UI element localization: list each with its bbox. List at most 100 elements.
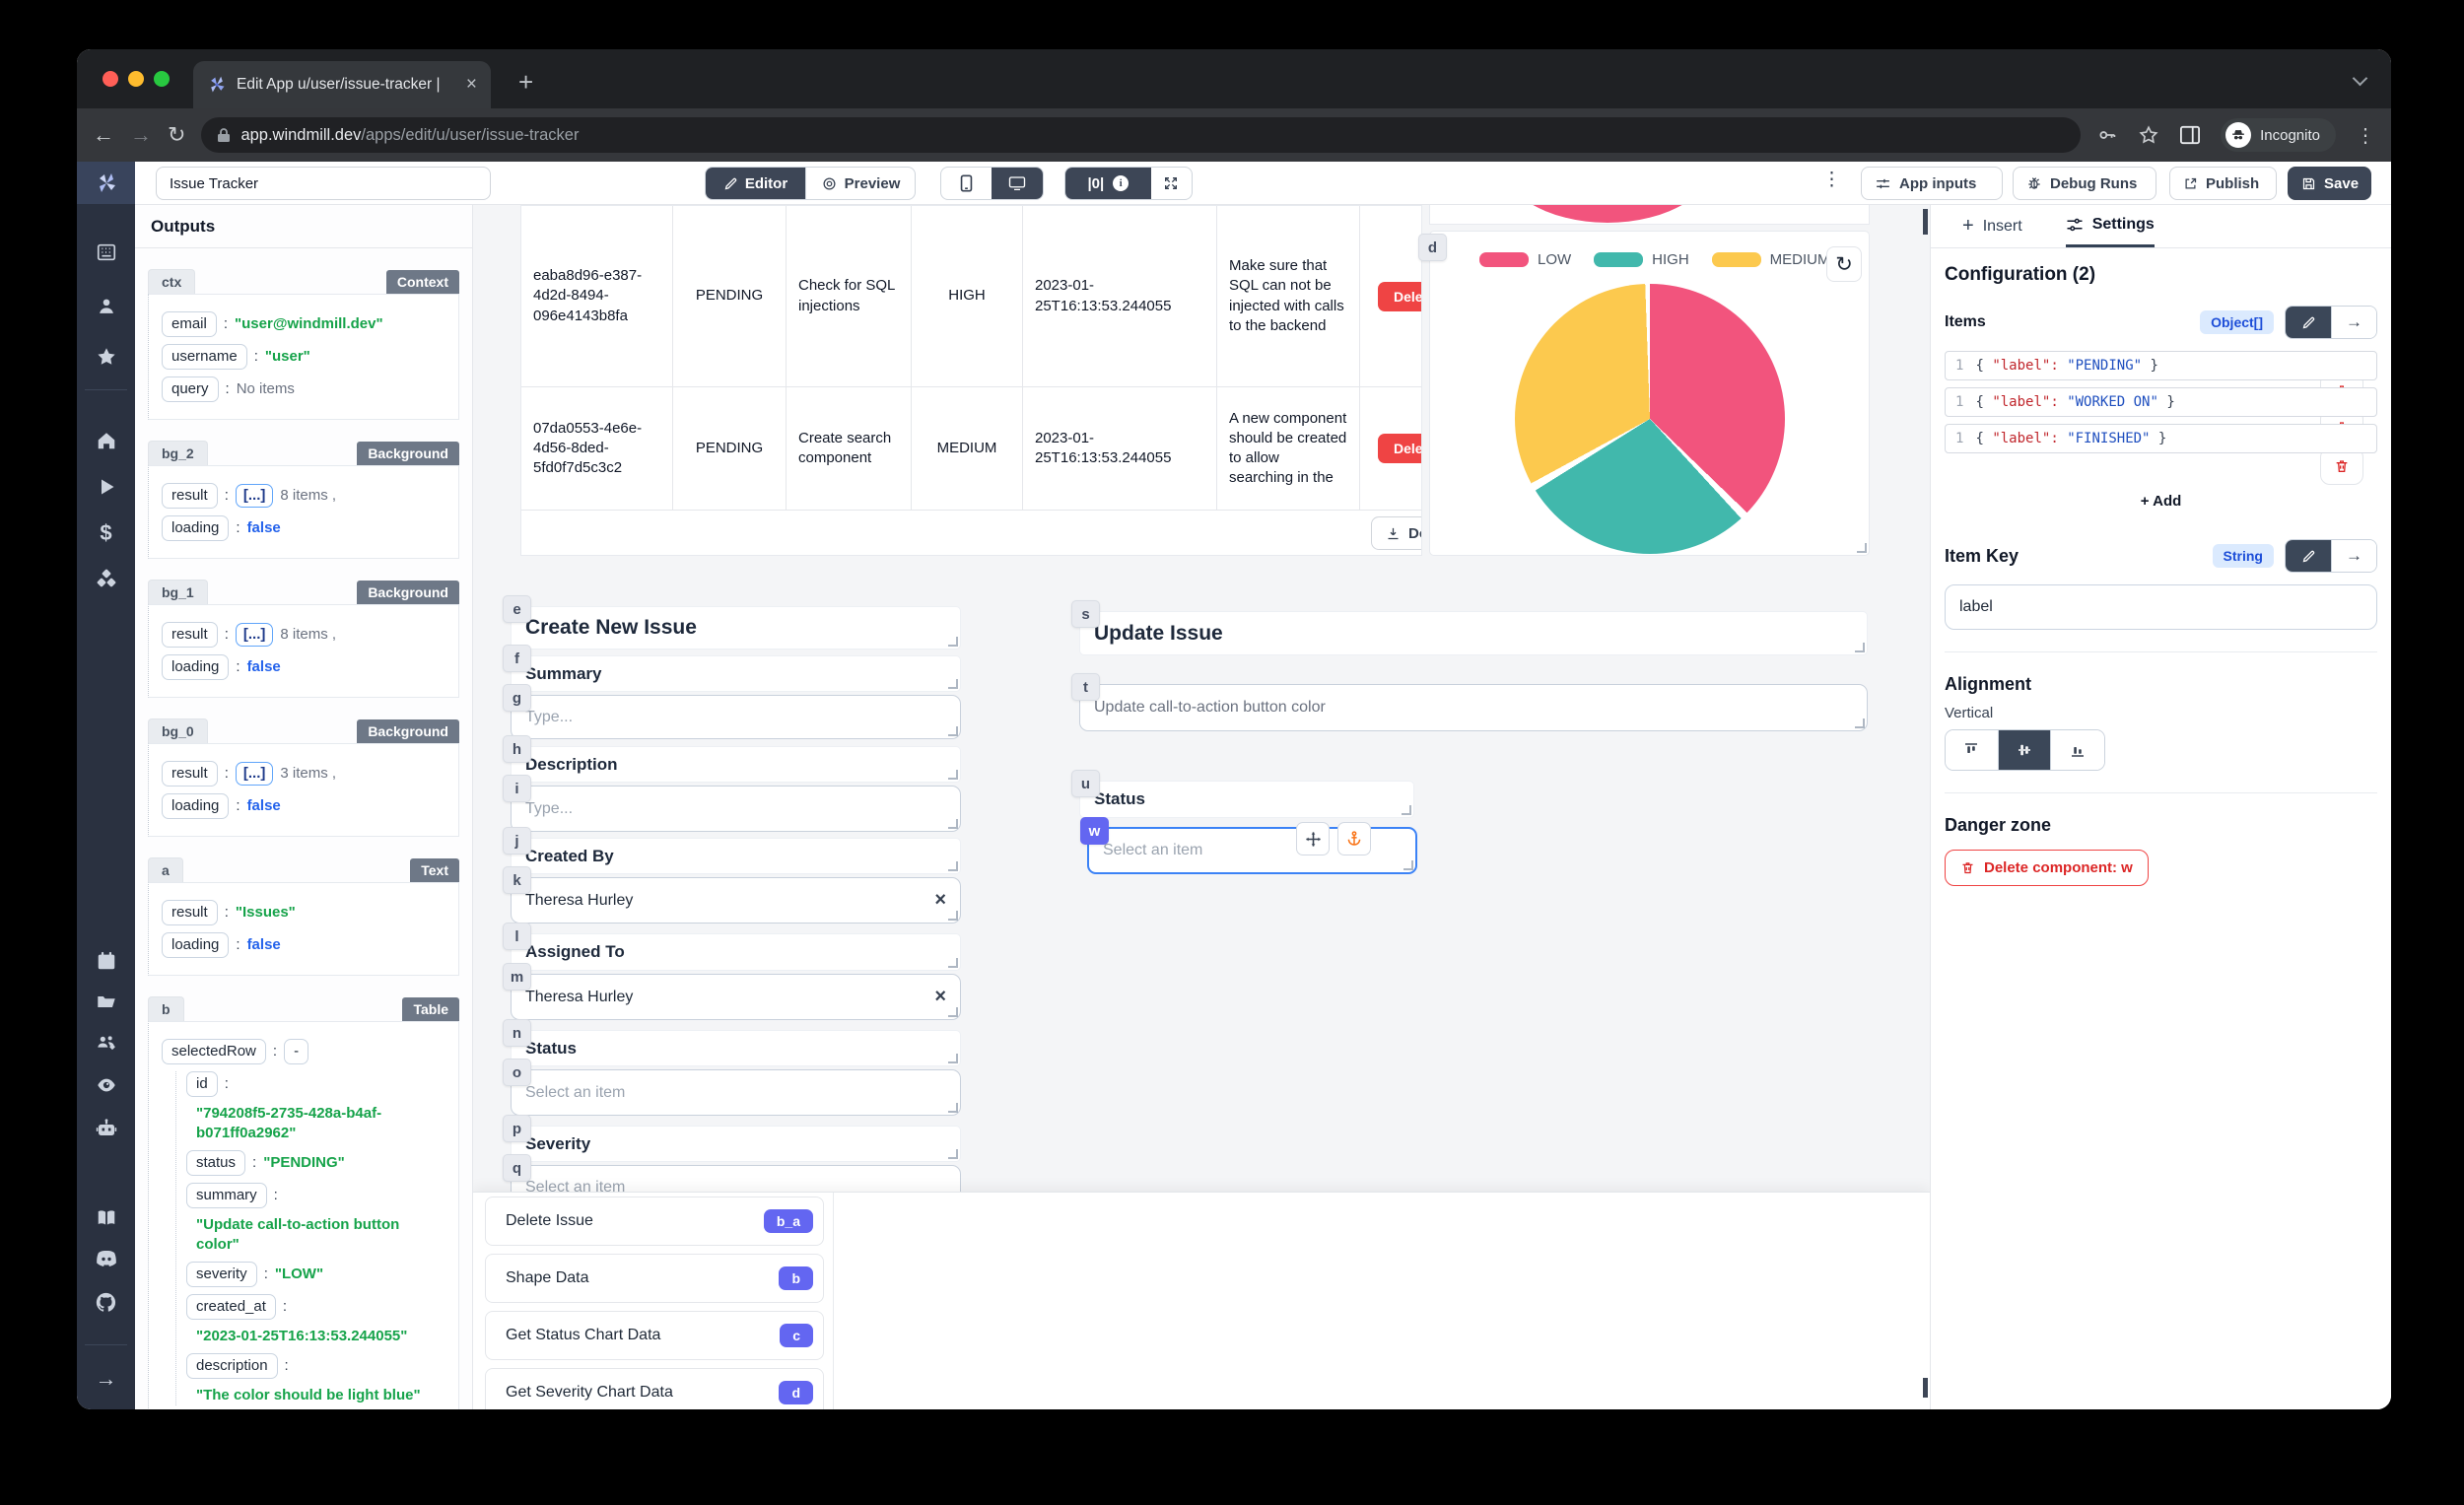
output-section-bg0[interactable]: bg_0 Background result: [...] 3 items , loa… (148, 718, 459, 837)
align-bottom-button[interactable] (2051, 730, 2104, 770)
bookmark-star-icon[interactable] (2138, 124, 2159, 146)
side-panel-icon[interactable] (2179, 125, 2201, 145)
windmill-logo-icon[interactable] (77, 162, 135, 204)
status-select[interactable]: o Select an item (503, 1059, 961, 1116)
item-code-editor[interactable]: 1 { "label": "WORKED ON" } (1945, 387, 2377, 417)
url-bar[interactable]: app.windmill.dev/apps/edit/u/user/issue-… (201, 117, 2082, 153)
clear-icon[interactable]: × (934, 986, 946, 1007)
edit-pencil-button[interactable] (2286, 540, 2331, 572)
edit-pencil-button[interactable] (2286, 307, 2331, 338)
status-label-component[interactable]: n Status (503, 1019, 961, 1066)
item-code-editor[interactable]: 1 { "label": "FINISHED" } (1945, 424, 2377, 453)
traffic-zoom-icon[interactable] (154, 71, 170, 87)
created-by-select[interactable]: k Theresa Hurley × (503, 866, 961, 924)
chart-component-partial[interactable] (1429, 205, 1870, 225)
component-badge-h[interactable]: h (503, 735, 531, 763)
align-top-button[interactable] (1946, 730, 1999, 770)
home-icon[interactable] (77, 430, 135, 451)
component-badge-p[interactable]: p (503, 1115, 531, 1142)
discord-icon[interactable] (77, 1249, 135, 1268)
mobile-view-button[interactable] (941, 168, 992, 199)
connect-arrow-button[interactable]: → (2331, 307, 2376, 338)
description-label-component[interactable]: h Description (503, 735, 961, 783)
clear-icon[interactable]: × (934, 889, 946, 911)
canvas-scroll-thumb[interactable] (1923, 209, 1928, 235)
user-icon[interactable] (77, 296, 135, 317)
variables-dollar-icon[interactable]: $ (100, 520, 112, 545)
tab-close-icon[interactable]: × (465, 74, 477, 95)
browser-menu-icon[interactable]: ⋮ (2356, 124, 2375, 147)
component-badge-n[interactable]: n (503, 1019, 531, 1047)
update-title-component[interactable]: s Update Issue (1071, 600, 1868, 655)
output-section-bg1[interactable]: bg_1 Background result: [...] 8 items , loa… (148, 580, 459, 698)
publish-button[interactable]: Publish (2169, 167, 2277, 200)
summary-input[interactable]: g Type... (503, 684, 961, 739)
desktop-view-button[interactable] (992, 168, 1043, 199)
folders-icon[interactable] (77, 991, 135, 1012)
runs-play-icon[interactable] (77, 477, 135, 497)
update-status-label-component[interactable]: u Status (1071, 770, 1414, 818)
canvas-scroll-thumb[interactable] (1923, 1378, 1928, 1398)
align-center-button[interactable] (1998, 730, 2052, 770)
item-key-input[interactable]: label (1945, 584, 2377, 630)
browser-tab[interactable]: Edit App u/user/issue-tracker | × (193, 61, 491, 108)
audit-eye-icon[interactable] (77, 1074, 135, 1096)
delete-row-button[interactable]: Delete (1377, 281, 1421, 311)
pie-chart-component[interactable]: d LOW HIGH MEDIUM ↻ (1418, 231, 1870, 556)
expand-array-pill[interactable]: [...] (235, 762, 274, 786)
output-section-a[interactable]: a Text result: "Issues" loading: false (148, 857, 459, 976)
item-code-editor[interactable]: 1 { "label": "PENDING" } (1945, 351, 2377, 380)
tab-search-chevron-icon[interactable] (2352, 70, 2368, 87)
created-by-label-component[interactable]: j Created By (503, 827, 961, 874)
component-badge-m[interactable]: m (503, 963, 531, 991)
editor-mode-button[interactable]: Editor (706, 168, 806, 199)
component-badge-i[interactable]: i (503, 775, 531, 802)
app-inputs-button[interactable]: App inputs (1861, 167, 2003, 200)
output-section-bg2[interactable]: bg_2 Background result: [...] 8 items , loa… (148, 441, 459, 559)
refresh-chart-button[interactable]: ↻ (1826, 246, 1862, 282)
github-icon[interactable] (77, 1291, 135, 1314)
component-badge-w[interactable]: w (1080, 817, 1109, 845)
legend-item[interactable]: MEDIUM (1711, 251, 1830, 268)
component-badge-j[interactable]: j (503, 827, 531, 855)
component-badge-l[interactable]: l (503, 923, 531, 950)
favorites-star-icon[interactable] (77, 346, 135, 368)
download-button[interactable]: Download (1371, 516, 1421, 550)
severity-label-component[interactable]: p Severity (503, 1115, 961, 1162)
workers-robot-icon[interactable] (77, 1117, 135, 1140)
tab-insert[interactable]: + Insert (1962, 205, 2022, 247)
traffic-minimize-icon[interactable] (128, 71, 144, 87)
component-badge-t[interactable]: t (1071, 673, 1100, 701)
component-badge-e[interactable]: e (503, 595, 531, 623)
expand-array-pill[interactable]: [...] (235, 484, 274, 508)
legend-item[interactable]: HIGH (1594, 251, 1689, 268)
runnable-item[interactable]: Delete Issue b_a (485, 1197, 824, 1246)
description-input[interactable]: i Type... (503, 775, 961, 832)
app-name-input[interactable]: Issue Tracker (156, 167, 491, 200)
connect-arrow-button[interactable]: → (2331, 540, 2376, 572)
delete-component-button[interactable]: Delete component: w (1945, 850, 2149, 886)
component-badge-g[interactable]: g (503, 684, 531, 712)
assigned-to-select[interactable]: m Theresa Hurley × (503, 963, 961, 1020)
resources-cubes-icon[interactable] (77, 568, 135, 591)
tab-settings[interactable]: Settings (2065, 205, 2155, 247)
save-button[interactable]: Save (2288, 167, 2371, 200)
collapse-arrow-icon[interactable]: → (95, 1366, 117, 1391)
component-badge-s[interactable]: s (1071, 600, 1100, 628)
apps-grid-icon[interactable] (77, 241, 135, 263)
app-canvas[interactable]: eaba8d96-e387-4d2d-8494-096e4143b8fa PEN… (473, 205, 1930, 1409)
move-handle-icon[interactable] (1296, 822, 1330, 855)
hide-panels-toggle[interactable]: |0| i (1065, 168, 1151, 199)
component-badge-q[interactable]: q (503, 1154, 531, 1182)
summary-label-component[interactable]: f Summary (503, 645, 961, 692)
reload-icon[interactable]: ↻ (168, 122, 186, 147)
component-badge-k[interactable]: k (503, 866, 531, 894)
output-section-b[interactable]: b Table selectedRow: - id: "794208f5-2735-… (148, 996, 459, 1409)
runnable-item[interactable]: Shape Data b (485, 1254, 824, 1303)
component-badge-f[interactable]: f (503, 645, 531, 672)
traffic-close-icon[interactable] (103, 71, 118, 87)
component-badge-u[interactable]: u (1071, 770, 1100, 797)
anchor-icon[interactable] (1337, 822, 1371, 855)
forward-icon[interactable]: → (130, 122, 152, 147)
delete-item-button[interactable] (2320, 447, 2363, 485)
